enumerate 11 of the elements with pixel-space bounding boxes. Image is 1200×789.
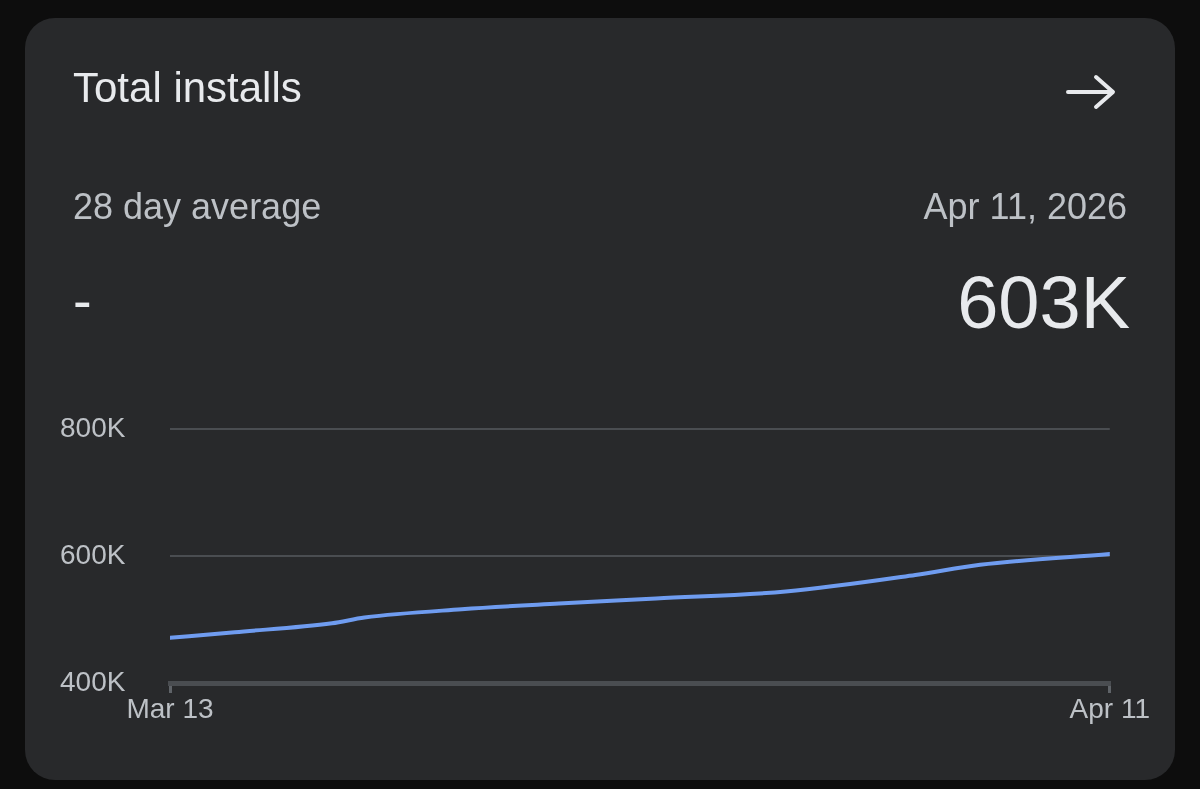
text: 28 day average [73,186,322,228]
y-tick-label: 400K [60,665,126,697]
x-tick-label: Mar 13 [126,692,214,724]
line-series [170,551,1110,640]
text: Apr 11, 2026 [923,186,1127,228]
text: - [73,268,92,333]
y-tick-label: 800K [60,411,126,443]
x-tick-label: Apr 11 [1069,692,1150,724]
text: 603K [957,260,1130,345]
y-tick-label: 600K [60,538,126,570]
chart-title: Total installs [73,64,302,112]
